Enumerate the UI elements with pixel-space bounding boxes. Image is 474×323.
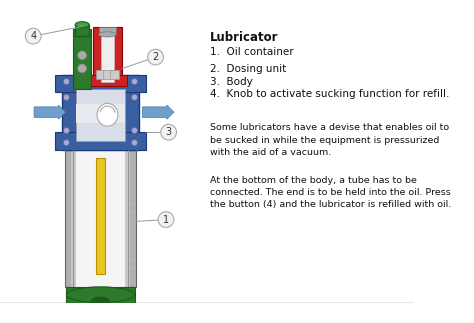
Circle shape xyxy=(131,94,137,100)
Text: 2.  Dosing unit: 2. Dosing unit xyxy=(210,64,286,74)
Circle shape xyxy=(64,94,70,100)
Circle shape xyxy=(78,51,86,60)
Bar xyxy=(128,150,137,287)
Text: 2: 2 xyxy=(152,52,159,62)
Ellipse shape xyxy=(66,287,135,303)
Bar xyxy=(76,89,125,141)
Bar xyxy=(99,27,116,34)
Bar xyxy=(88,76,127,86)
Text: At the bottom of the body, a tube has to be
connected. The end is to be held int: At the bottom of the body, a tube has to… xyxy=(210,176,451,209)
Bar xyxy=(96,159,105,274)
Circle shape xyxy=(64,78,70,85)
Circle shape xyxy=(158,212,174,227)
Text: 3: 3 xyxy=(165,127,172,137)
Text: Some lubricators have a devise that enables oil to
be sucked in while the equipm: Some lubricators have a devise that enab… xyxy=(210,123,449,157)
Text: 1.  Oil container: 1. Oil container xyxy=(210,47,293,57)
Ellipse shape xyxy=(92,297,109,304)
Bar xyxy=(71,150,76,287)
Circle shape xyxy=(147,49,164,65)
Ellipse shape xyxy=(75,22,89,28)
Text: 4: 4 xyxy=(30,31,36,41)
Bar xyxy=(55,75,146,92)
Text: Lubricator: Lubricator xyxy=(210,31,278,44)
Bar xyxy=(73,150,128,287)
Bar xyxy=(101,32,114,82)
Bar xyxy=(125,150,130,287)
Circle shape xyxy=(64,140,70,146)
Circle shape xyxy=(25,28,41,44)
Circle shape xyxy=(131,140,137,146)
Bar xyxy=(73,29,91,89)
Ellipse shape xyxy=(99,32,116,37)
Circle shape xyxy=(131,128,137,133)
Bar xyxy=(64,150,73,287)
Bar xyxy=(66,287,135,303)
Bar xyxy=(55,132,146,150)
Ellipse shape xyxy=(97,103,118,126)
Bar xyxy=(110,70,119,79)
Circle shape xyxy=(131,78,137,85)
Bar xyxy=(75,25,89,36)
Text: 3.  Body: 3. Body xyxy=(210,77,253,87)
Bar xyxy=(62,75,139,150)
Bar xyxy=(92,27,122,86)
Bar xyxy=(96,70,105,79)
Circle shape xyxy=(64,128,70,133)
FancyArrow shape xyxy=(34,105,65,119)
FancyArrow shape xyxy=(142,105,174,119)
Text: 4.  Knob to activate sucking function for refill.: 4. Knob to activate sucking function for… xyxy=(210,89,449,99)
Bar xyxy=(103,70,112,79)
Circle shape xyxy=(161,124,176,140)
Text: 1: 1 xyxy=(163,214,169,224)
Bar xyxy=(76,104,125,123)
Circle shape xyxy=(78,64,86,73)
